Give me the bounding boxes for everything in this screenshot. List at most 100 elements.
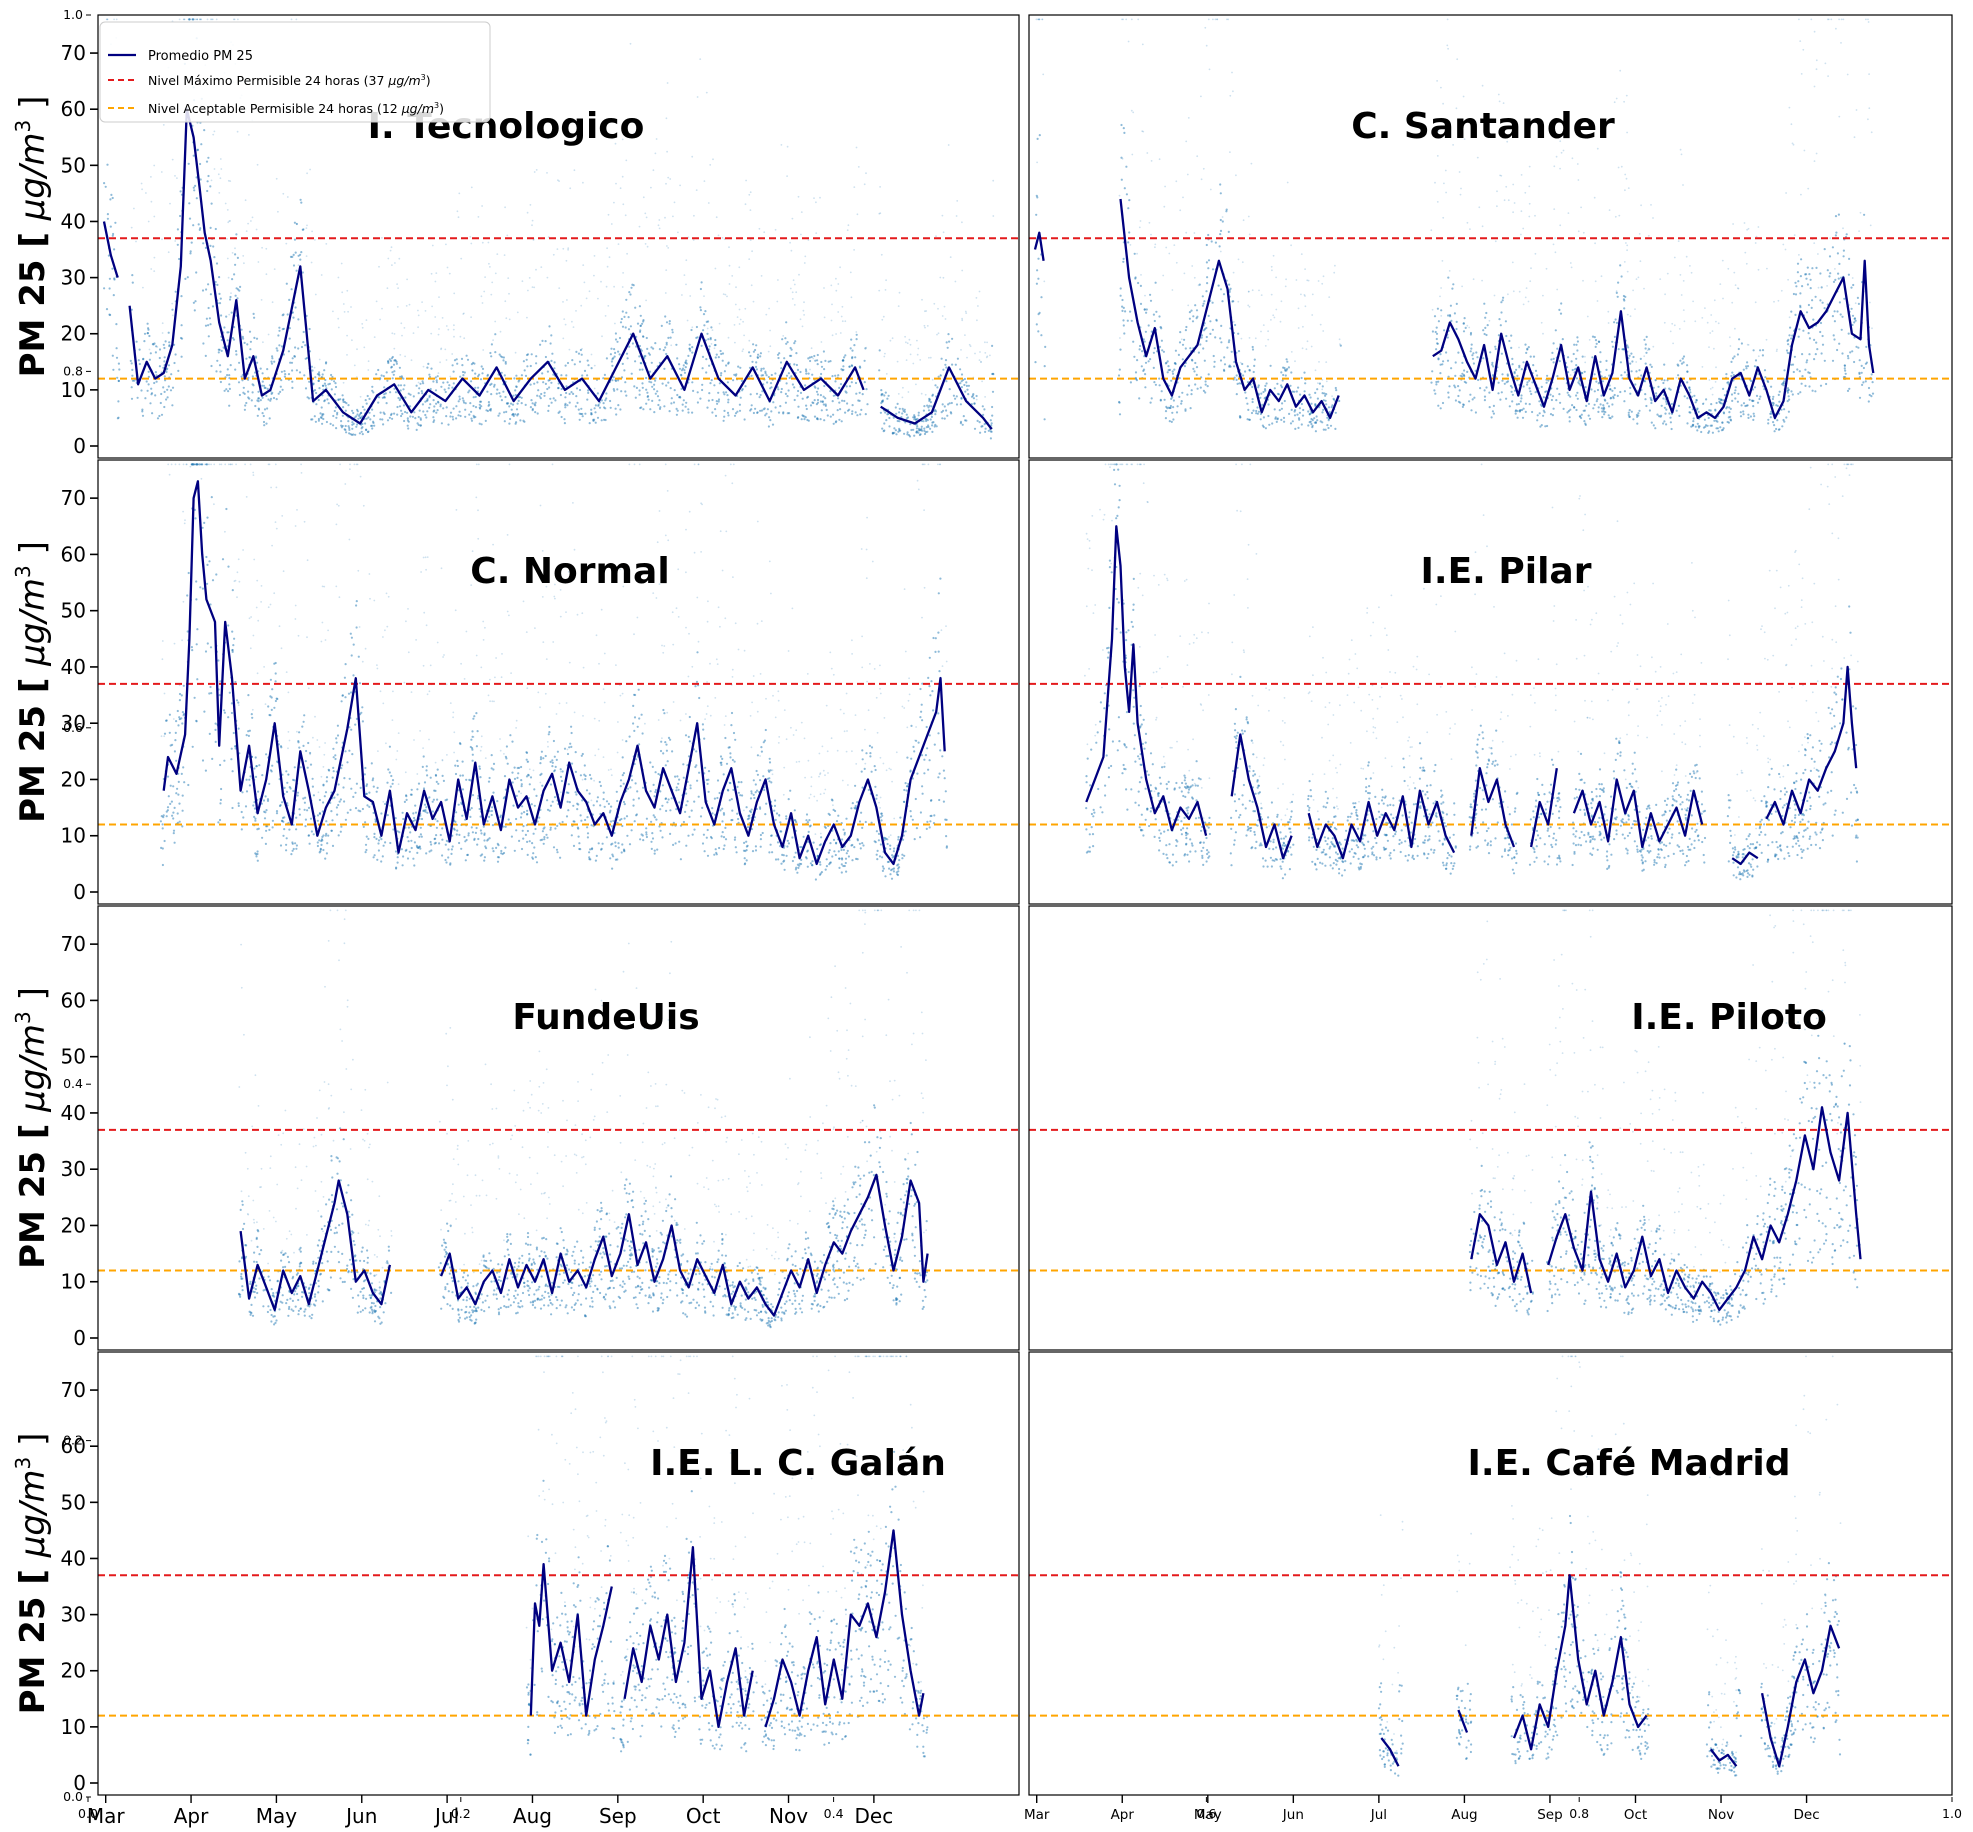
scatter-point bbox=[317, 791, 320, 794]
scatter-point bbox=[676, 357, 679, 360]
scatter-point bbox=[716, 402, 719, 405]
scatter-point bbox=[1470, 347, 1473, 350]
scatter-point bbox=[366, 394, 369, 398]
scatter-point bbox=[359, 786, 362, 790]
scatter-point bbox=[502, 359, 505, 362]
scatter-point bbox=[182, 18, 185, 21]
scatter-point bbox=[1715, 320, 1717, 323]
scatter-point bbox=[820, 372, 823, 376]
scatter-point bbox=[612, 388, 615, 391]
scatter-point bbox=[453, 292, 456, 295]
scatter-point bbox=[1746, 228, 1748, 231]
scatter-point bbox=[448, 272, 451, 275]
scatter-point bbox=[232, 338, 236, 341]
scatter-point bbox=[1678, 328, 1681, 330]
scatter-point bbox=[787, 389, 790, 392]
scatter-point bbox=[324, 362, 328, 365]
scatter-point bbox=[541, 372, 544, 375]
scatter-point bbox=[718, 382, 722, 385]
scatter-point bbox=[1123, 332, 1126, 335]
scatter-point bbox=[1289, 384, 1292, 387]
scatter-point bbox=[850, 381, 853, 384]
scatter-point bbox=[1474, 411, 1477, 414]
scatter-point bbox=[1291, 420, 1294, 423]
scatter-point bbox=[922, 409, 926, 412]
scatter-point bbox=[1730, 393, 1734, 396]
scatter-point bbox=[594, 404, 598, 407]
scatter-point bbox=[224, 202, 227, 205]
scatter-point bbox=[1643, 380, 1647, 383]
scatter-point bbox=[865, 388, 868, 391]
scatter-point bbox=[145, 380, 148, 383]
scatter-point bbox=[567, 247, 570, 250]
scatter-point bbox=[1313, 417, 1316, 420]
scatter-point bbox=[494, 351, 497, 354]
scatter-point bbox=[1154, 281, 1157, 284]
scatter-point bbox=[1491, 361, 1494, 364]
scatter-point bbox=[1311, 419, 1314, 422]
scatter-point bbox=[261, 380, 264, 383]
scatter-point bbox=[488, 262, 490, 265]
scatter-point bbox=[646, 347, 649, 350]
scatter-point bbox=[187, 162, 190, 165]
scatter-point bbox=[687, 354, 690, 357]
scatter-point bbox=[371, 424, 374, 427]
scatter-point bbox=[1447, 47, 1449, 50]
scatter-point bbox=[1596, 147, 1599, 150]
scatter-point bbox=[1431, 370, 1434, 373]
scatter-point bbox=[701, 723, 705, 726]
scatter-point bbox=[166, 388, 169, 391]
scatter-point bbox=[917, 429, 921, 432]
scatter-point bbox=[526, 687, 529, 690]
scatter-point bbox=[1201, 304, 1204, 307]
scatter-point bbox=[340, 424, 343, 427]
scatter-point bbox=[703, 324, 706, 327]
scatter-point bbox=[1717, 322, 1720, 325]
y-tick-label: 20 bbox=[61, 322, 86, 346]
scatter-point bbox=[158, 414, 161, 418]
scatter-point bbox=[347, 404, 350, 407]
scatter-point bbox=[1775, 350, 1778, 352]
scatter-point bbox=[1145, 308, 1148, 311]
scatter-point bbox=[1254, 337, 1257, 340]
scatter-point bbox=[942, 231, 945, 234]
scatter-point bbox=[539, 504, 542, 507]
scatter-point bbox=[1731, 357, 1735, 360]
scatter-point bbox=[402, 404, 406, 407]
scatter-point bbox=[738, 403, 742, 406]
scatter-point bbox=[352, 674, 355, 677]
scatter-point bbox=[1530, 267, 1532, 270]
scatter-point bbox=[1127, 241, 1130, 244]
scatter-point bbox=[206, 18, 209, 21]
scatter-point bbox=[820, 360, 823, 364]
scatter-point bbox=[668, 322, 671, 325]
scatter-point bbox=[1688, 388, 1692, 391]
scatter-point bbox=[903, 432, 906, 435]
scatter-point bbox=[515, 408, 519, 411]
scatter-point bbox=[256, 414, 259, 417]
scatter-point bbox=[1846, 354, 1850, 358]
scatter-point bbox=[1122, 18, 1124, 21]
scatter-point bbox=[1195, 373, 1198, 376]
scatter-point bbox=[211, 305, 215, 308]
scatter-point bbox=[1331, 404, 1334, 407]
scatter-point bbox=[171, 308, 174, 311]
scatter-point bbox=[1810, 18, 1813, 21]
scatter-point bbox=[198, 18, 201, 21]
scatter-point bbox=[1823, 248, 1826, 251]
scatter-point bbox=[1216, 18, 1218, 21]
scatter-point bbox=[432, 420, 435, 424]
scatter-point bbox=[1242, 374, 1245, 377]
scatter-point bbox=[955, 395, 958, 398]
scatter-point bbox=[1778, 390, 1781, 393]
scatter-point bbox=[1753, 365, 1756, 368]
scatter-point bbox=[614, 351, 617, 354]
scatter-point bbox=[407, 427, 410, 430]
scatter-point bbox=[547, 137, 550, 140]
scatter-point bbox=[1175, 261, 1178, 264]
scatter-point bbox=[708, 364, 711, 367]
scatter-point bbox=[169, 802, 172, 806]
scatter-point bbox=[199, 18, 202, 21]
scatter-point bbox=[1694, 401, 1697, 404]
scatter-point bbox=[1447, 396, 1450, 399]
